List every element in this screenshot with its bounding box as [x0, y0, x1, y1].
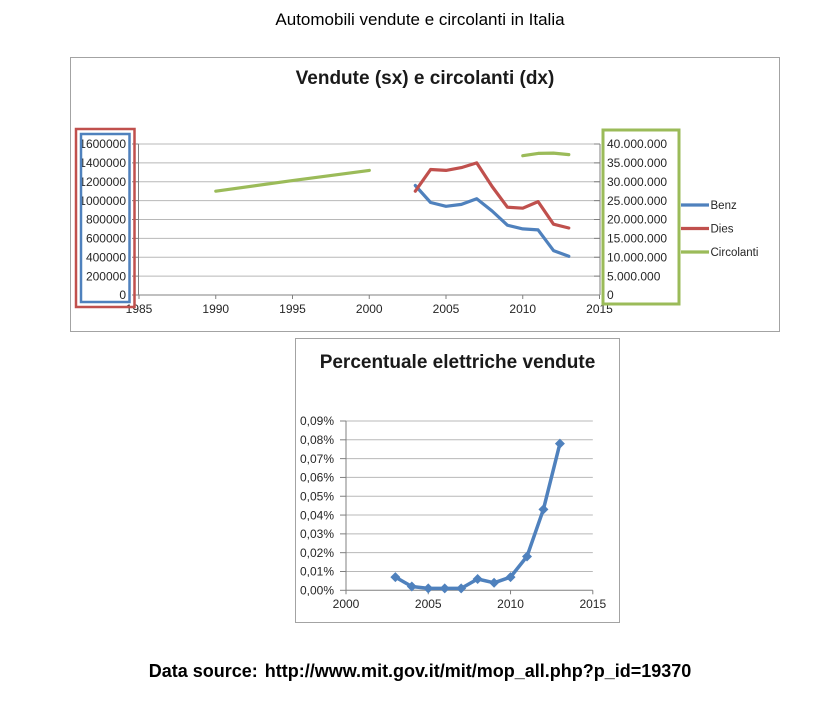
electric-data-marker: [406, 581, 417, 592]
chart1-left-axis-label: 1200000: [79, 175, 126, 189]
circolanti-line: [521, 151, 571, 158]
chart1-right-axis-label: 40.000.000: [607, 137, 667, 151]
electric-data-marker: [390, 572, 401, 583]
chart2-title: Percentuale elettriche vendute: [319, 352, 596, 373]
chart1-left-axis-label: 0: [119, 288, 126, 302]
electric-data-marker: [521, 551, 532, 562]
chart1-right-axis-label: 5.000.000: [607, 269, 661, 283]
chart1-left-axis-label: 1400000: [79, 156, 126, 170]
chart2-y-axis-label: 0,01%: [300, 565, 334, 579]
chart1-left-axis-label: 200000: [86, 269, 126, 283]
chart1-right-axis-label: 15.000.000: [607, 232, 667, 246]
electric-percentage-line: [393, 441, 562, 591]
benz-line: [413, 183, 571, 258]
chart2-y-axis-label: 0,04%: [300, 508, 334, 522]
chart2-y-axis-label: 0,03%: [300, 527, 334, 541]
chart2-y-axis-label: 0,07%: [300, 452, 334, 466]
circolanti-line: [214, 168, 371, 193]
electric-data-marker: [554, 438, 565, 449]
chart2-y-axis-label: 0,05%: [300, 489, 334, 503]
chart1-x-axis-label: 2000: [356, 302, 383, 316]
dies-line: [413, 161, 571, 230]
chart1-right-axis-label: 20.000.000: [607, 213, 667, 227]
electric-data-marker: [439, 583, 450, 594]
electric-data-marker: [538, 504, 549, 515]
chart2-x-axis-label: 2005: [415, 597, 442, 611]
chart1-left-axis-label: 400000: [86, 250, 126, 264]
electric-data-marker: [456, 583, 467, 594]
data-source-label: Data source:: [148, 661, 258, 681]
chart1-right-axis-label: 25.000.000: [607, 194, 667, 208]
chart1-x-axis-label: 1995: [279, 302, 306, 316]
chart2-x-axis-label: 2000: [333, 597, 360, 611]
left-axis-highlight-box-inner: [79, 132, 131, 304]
chart1-left-axis-label: 600000: [86, 232, 126, 246]
legend-circolanti-label: Circolanti: [711, 247, 759, 259]
chart1-x-axis-label: 2010: [509, 302, 536, 316]
chart2-frame: [295, 338, 620, 623]
legend-benz-label: Benz: [711, 200, 737, 212]
page-title: Automobili vendute e circolanti in Itali…: [275, 10, 565, 29]
chart1-left-axis-label: 1000000: [79, 194, 126, 208]
chart2-y-axis-label: 0,02%: [300, 546, 334, 560]
chart1-left-axis-label: 800000: [86, 213, 126, 227]
electric-data-marker: [423, 583, 434, 594]
chart2-y-axis-label: 0,06%: [300, 471, 334, 485]
chart1-right-axis-label: 0: [607, 288, 614, 302]
chart1-x-axis-label: 1985: [126, 302, 153, 316]
data-source-url: http://www.mit.gov.it/mit/mop_all.php?p_…: [264, 661, 692, 681]
chart1-title: Vendute (sx) e circolanti (dx): [295, 68, 555, 89]
legend-dies-label: Dies: [711, 224, 734, 236]
chart1-left-axis-label: 1600000: [79, 137, 126, 151]
chart1-x-axis-label: 2005: [433, 302, 460, 316]
electric-data-marker: [489, 577, 500, 588]
chart2-x-axis-label: 2015: [579, 597, 606, 611]
chart2-x-axis-label: 2010: [497, 597, 524, 611]
chart1-right-axis-label: 35.000.000: [607, 156, 667, 170]
chart2-y-axis-label: 0,00%: [300, 584, 334, 598]
right-axis-highlight-box: [601, 128, 681, 306]
left-axis-highlight-box-outer: [74, 127, 136, 309]
chart1-x-axis-label: 1990: [202, 302, 229, 316]
electric-data-marker: [472, 574, 483, 585]
chart2-y-axis-label: 0,08%: [300, 433, 334, 447]
chart2-y-axis-label: 0,09%: [300, 414, 334, 428]
electric-data-marker: [505, 572, 516, 583]
chart1-right-axis-label: 10.000.000: [607, 250, 667, 264]
data-source-line: Data source: http://www.mit.gov.it/mit/mo…: [0, 661, 840, 682]
chart1-right-axis-label: 30.000.000: [607, 175, 667, 189]
